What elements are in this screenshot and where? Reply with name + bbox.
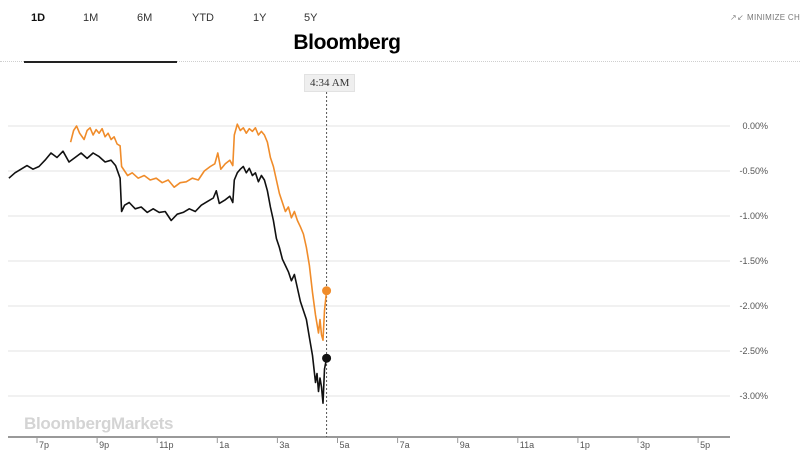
series-line-black [8,150,328,404]
bloomberg-markets-watermark: BloombergMarkets [24,414,173,433]
x-tick-label: 5a [340,440,350,450]
series-endpoint-orange [322,286,332,296]
x-tick-label: 11a [520,440,534,450]
x-tick-label: 9a [460,440,470,450]
tab-5y[interactable]: 5Y [304,12,318,24]
x-tick-label: 1a [219,440,229,450]
active-range-indicator [24,61,177,63]
x-tick-label: 5p [700,440,710,450]
y-tick-label: -1.00% [739,211,768,221]
x-tick-label: 9p [99,440,109,450]
minimize-icon: ↗↙ [730,13,745,22]
minimize-chart-button[interactable]: ↗↙ MINIMIZE CH [730,13,800,22]
minimize-label: MINIMIZE CH [747,13,800,22]
series-endpoint-black [322,353,332,363]
series-line-orange [69,123,328,341]
x-tick-label: 3a [279,440,289,450]
tab-1m[interactable]: 1M [83,12,99,24]
y-tick-label: -2.00% [739,301,768,311]
tab-ytd[interactable]: YTD [192,12,214,24]
tab-1y[interactable]: 1Y [253,12,267,24]
y-tick-label: 0.00% [742,121,768,131]
header-divider [0,61,800,62]
crosshair-time-label: 4:34 AM [304,74,356,92]
brand-logo: Bloomberg [293,31,401,54]
x-tick-label: 7p [39,440,49,450]
y-tick-label: -3.00% [739,391,768,401]
tab-1d[interactable]: 1D [31,12,46,24]
y-tick-label: -0.50% [739,166,768,176]
y-tick-label: -2.50% [739,346,768,356]
x-tick-label: 7a [400,440,410,450]
x-tick-label: 3p [640,440,650,450]
x-tick-label: 1p [580,440,590,450]
tab-6m[interactable]: 6M [137,12,153,24]
x-tick-label: 11p [159,440,173,450]
y-tick-label: -1.50% [739,256,768,266]
